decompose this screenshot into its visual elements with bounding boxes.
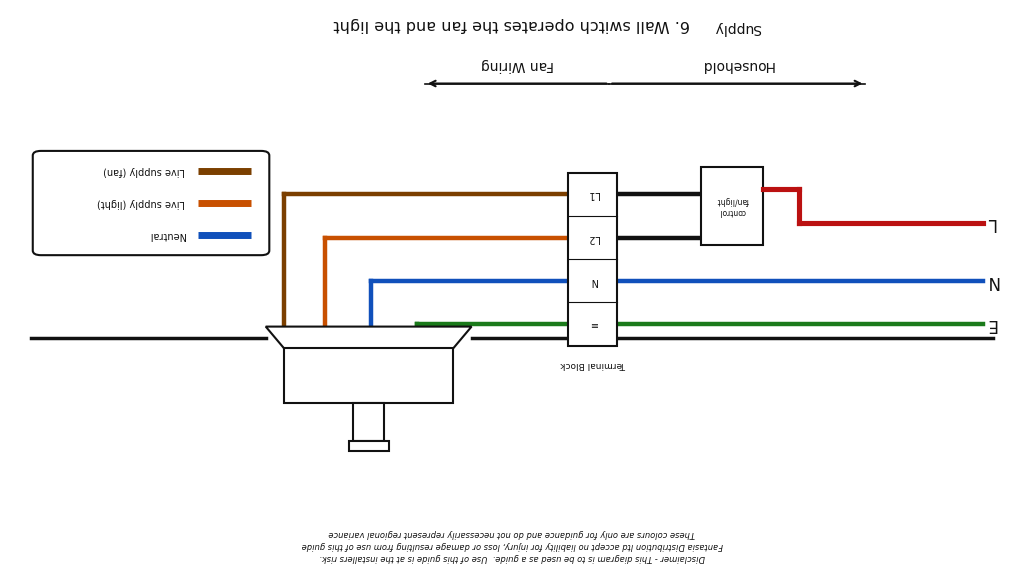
Text: 6. Wall switch operates the fan and the light: 6. Wall switch operates the fan and the …	[334, 17, 690, 32]
Text: ≡: ≡	[589, 319, 597, 329]
Bar	[353, 403, 384, 441]
Bar	[701, 167, 763, 245]
Text: Live supply (light): Live supply (light)	[97, 198, 185, 208]
Bar	[348, 441, 388, 451]
Text: control
fan/light: control fan/light	[716, 196, 749, 215]
Text: L2: L2	[587, 233, 599, 242]
Text: N: N	[986, 272, 998, 290]
Text: Disclaimer - This diagram is to be used as a guide.  Use of this guide is at the: Disclaimer - This diagram is to be used …	[301, 529, 723, 562]
Text: E: E	[986, 315, 996, 333]
Text: Household: Household	[700, 58, 774, 72]
Bar	[568, 173, 617, 346]
Text: Supply: Supply	[714, 21, 761, 35]
Text: L: L	[986, 214, 995, 232]
Text: Fan Wiring: Fan Wiring	[480, 58, 554, 72]
FancyBboxPatch shape	[33, 151, 269, 255]
Text: Neutral: Neutral	[150, 230, 185, 240]
Polygon shape	[265, 327, 471, 348]
Bar	[284, 348, 453, 403]
Text: Live supply (fan): Live supply (fan)	[103, 166, 185, 176]
Text: Terminal Block: Terminal Block	[560, 360, 626, 369]
Text: N: N	[589, 276, 597, 286]
Text: L1: L1	[587, 190, 599, 199]
